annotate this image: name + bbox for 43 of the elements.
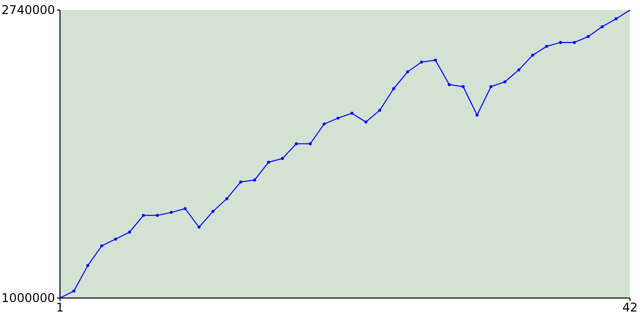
point — [476, 114, 479, 117]
y-tick-label: 1000000 — [2, 291, 55, 306]
point — [586, 34, 590, 38]
point — [294, 142, 298, 146]
point — [462, 85, 465, 88]
point — [170, 210, 173, 214]
point — [239, 180, 242, 184]
line-series — [60, 10, 630, 298]
point — [600, 25, 604, 28]
point — [322, 122, 326, 126]
point — [128, 230, 132, 234]
point — [350, 112, 354, 115]
point — [392, 87, 396, 90]
point — [364, 120, 368, 124]
point — [211, 210, 214, 213]
point — [489, 85, 492, 88]
point — [184, 207, 187, 210]
point — [100, 244, 104, 248]
point — [72, 290, 76, 293]
point — [198, 226, 201, 229]
x-tick-label: 1 — [56, 300, 64, 315]
point — [280, 156, 284, 160]
point — [614, 17, 618, 20]
point — [336, 116, 340, 120]
point — [86, 264, 90, 268]
point — [267, 160, 270, 164]
point — [531, 54, 534, 57]
x-tick-label: 42 — [622, 300, 638, 315]
point — [503, 80, 506, 84]
point — [156, 214, 159, 217]
y-tick-label: 2740000 — [2, 3, 55, 18]
point — [545, 44, 548, 48]
point — [434, 58, 437, 62]
point — [420, 60, 423, 64]
point — [448, 83, 451, 86]
point — [308, 142, 312, 146]
point — [142, 214, 145, 217]
point — [406, 70, 410, 74]
point — [114, 238, 118, 241]
point — [378, 108, 382, 112]
point — [517, 68, 520, 72]
point — [253, 178, 256, 182]
point — [225, 197, 228, 200]
